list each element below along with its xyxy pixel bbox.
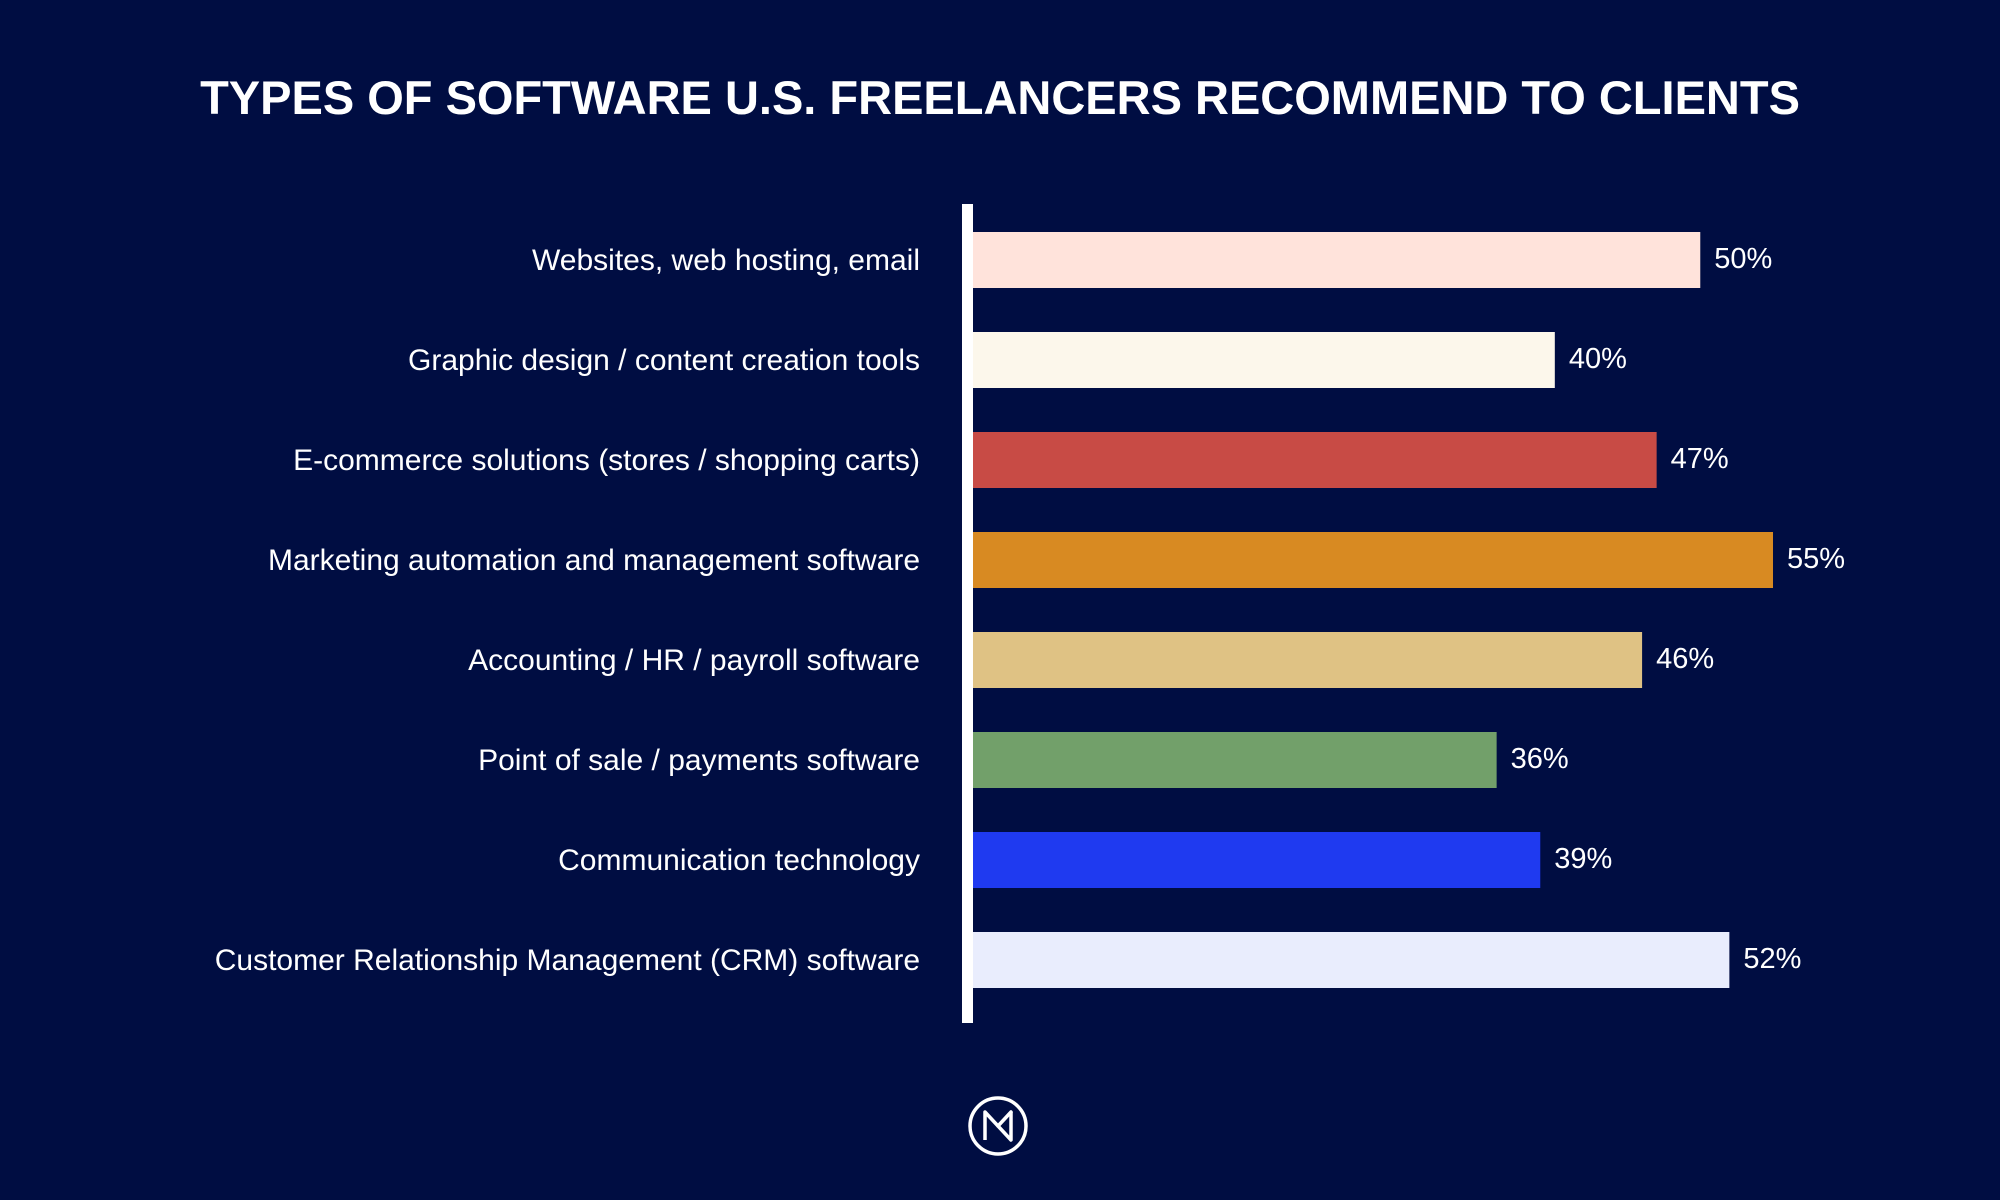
value-label-2: 40% <box>1569 343 1627 375</box>
bar-6 <box>973 732 1497 788</box>
value-label-8: 52% <box>1743 943 1801 975</box>
bar-5 <box>973 632 1643 688</box>
value-label-6: 36% <box>1511 743 1569 775</box>
bar-2 <box>973 332 1555 388</box>
value-labels-group: 50% 40% 47% 55% 46% 36% 39% 52% <box>1511 243 1845 975</box>
value-label-7: 39% <box>1554 843 1612 875</box>
category-label-3: E-commerce solutions (stores / shopping … <box>293 444 920 477</box>
value-label-4: 55% <box>1787 543 1845 575</box>
bar-7 <box>973 832 1541 888</box>
bar-8 <box>973 932 1730 988</box>
category-label-5: Accounting / HR / payroll software <box>468 644 920 677</box>
category-label-2: Graphic design / content creation tools <box>408 344 920 377</box>
y-axis-line <box>962 204 973 1023</box>
category-labels-group: Websites, web hosting, email Graphic desi… <box>215 244 920 977</box>
value-label-3: 47% <box>1671 443 1729 475</box>
category-label-4: Marketing automation and management soft… <box>268 544 920 577</box>
bar-1 <box>973 232 1701 288</box>
category-label-7: Communication technology <box>558 844 920 877</box>
bar-3 <box>973 432 1657 488</box>
category-label-1: Websites, web hosting, email <box>532 244 920 277</box>
chart-title: TYPES OF SOFTWARE U.S. FREELANCERS RECOM… <box>200 71 1800 124</box>
category-label-8: Customer Relationship Management (CRM) s… <box>215 944 920 977</box>
nm-monogram-logo-icon <box>968 1096 1028 1156</box>
bar-4 <box>973 532 1773 588</box>
value-label-5: 46% <box>1656 643 1714 675</box>
bars-group <box>973 232 1773 988</box>
category-label-6: Point of sale / payments software <box>478 744 920 777</box>
value-label-1: 50% <box>1714 243 1772 275</box>
